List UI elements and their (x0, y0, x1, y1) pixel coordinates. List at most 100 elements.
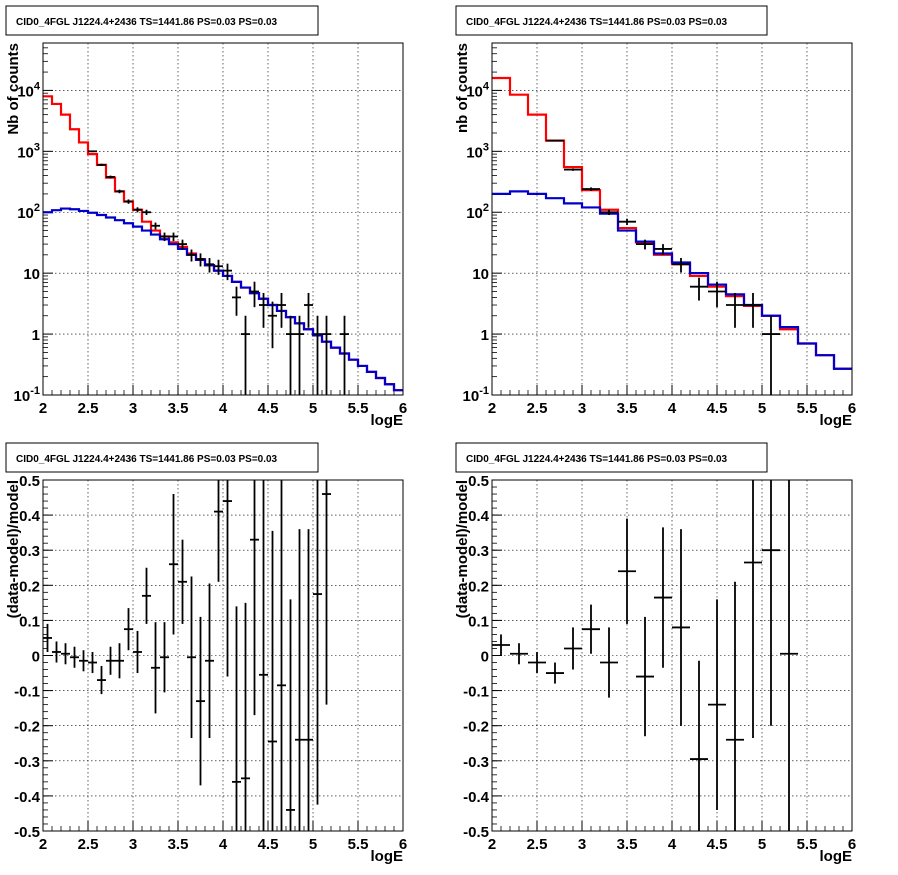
y-tick-label: 104 (17, 80, 41, 100)
data-point (582, 604, 600, 654)
x-axis-label: logE (371, 412, 404, 429)
data-point (259, 480, 268, 831)
x-tick-label: 3.5 (617, 400, 638, 417)
data-point (214, 259, 223, 275)
data-point (133, 630, 142, 674)
data-point (79, 650, 88, 672)
x-tick-label: 3.5 (617, 836, 638, 853)
y-tick-label: -0.3 (14, 754, 40, 771)
y-tick-label: -0.5 (14, 824, 40, 841)
x-tick-label: 6 (848, 836, 856, 853)
x-tick-label: 3 (129, 836, 137, 853)
y-tick-label: 10-1 (463, 385, 489, 405)
data-point (241, 315, 250, 395)
data-point (205, 583, 214, 738)
data-point (510, 643, 528, 665)
data-point (214, 480, 223, 582)
data-point (43, 623, 52, 652)
y-tick-label: 103 (466, 141, 489, 161)
data-point (618, 218, 636, 226)
data-point (187, 576, 196, 738)
y-tick-label: 0.4 (468, 508, 490, 525)
data-point (142, 567, 151, 624)
y-tick-label: 0.3 (19, 543, 40, 560)
data-point (546, 662, 564, 684)
data-point (70, 646, 79, 668)
data-point (106, 175, 115, 179)
data-point (106, 646, 115, 675)
y-axis-label: (data-model)/model (5, 480, 22, 618)
data-point (178, 539, 187, 624)
data-point (205, 257, 214, 273)
data-point (88, 150, 97, 153)
model-source-line (492, 190, 852, 370)
x-tick-label: 2.5 (78, 836, 99, 853)
x-tick-label: 5.5 (348, 400, 369, 417)
data-point (124, 199, 133, 204)
data-point (780, 480, 798, 831)
data-point (142, 209, 151, 216)
data-point (133, 207, 142, 213)
data-point (124, 608, 133, 651)
data-point (178, 239, 187, 250)
data-point (115, 643, 124, 679)
data-point (169, 232, 178, 242)
x-tick-label: 3 (578, 400, 586, 417)
y-tick-label: -0.3 (463, 754, 489, 771)
y-tick-label: -0.5 (463, 824, 489, 841)
x-tick-label: 4.5 (707, 400, 728, 417)
y-axis-label: (data-model)/model (454, 480, 471, 618)
data-point (295, 315, 304, 395)
title-box (5, 5, 319, 36)
y-tick-label: 0 (32, 649, 40, 666)
x-tick-label: 4 (668, 400, 677, 417)
data-point (250, 480, 259, 716)
data-point (600, 627, 618, 698)
y-tick-label: 1 (481, 327, 489, 344)
data-point (151, 622, 160, 714)
x-tick-label: 5 (758, 836, 766, 853)
x-tick-label: 2 (488, 836, 496, 853)
data-point (313, 480, 322, 805)
data-point (187, 249, 196, 262)
chart-panel-3: CID0_4FGL J1224.4+2436 TS=1441.86 PS=0.0… (5, 442, 407, 865)
y-tick-label: -0.4 (14, 789, 41, 806)
title-box (455, 442, 768, 473)
y-tick-label: 102 (466, 202, 489, 222)
plot-frame (491, 42, 853, 396)
y-tick-label: 103 (17, 141, 40, 161)
data-point (528, 651, 546, 674)
data-point (636, 239, 654, 250)
data-point (295, 529, 304, 831)
chart-title: CID0_4FGL J1224.4+2436 TS=1441.86 PS=0.0… (466, 454, 728, 465)
data-point (232, 286, 241, 316)
x-tick-label: 2.5 (527, 836, 548, 853)
data-point (762, 315, 780, 395)
y-tick-label: 0 (481, 649, 489, 666)
data-point (97, 666, 106, 695)
data-point (672, 257, 690, 273)
x-axis-label: logE (820, 412, 853, 429)
data-point (313, 315, 322, 395)
x-axis-label: logE (820, 848, 853, 865)
x-tick-label: 5.5 (348, 836, 369, 853)
data-point (223, 263, 232, 281)
data-point (322, 480, 331, 705)
title-box (5, 442, 319, 473)
chart-panel-4: CID0_4FGL J1224.4+2436 TS=1441.86 PS=0.0… (454, 442, 856, 865)
data-point (61, 643, 70, 665)
y-axis-label: Nb of counts (5, 43, 22, 135)
x-tick-label: 6 (848, 400, 856, 417)
data-point (115, 189, 124, 194)
x-tick-label: 6 (399, 400, 407, 417)
data-point (708, 281, 726, 308)
plot-frame (42, 479, 404, 832)
y-tick-label: 10-1 (14, 385, 40, 405)
x-tick-label: 3 (578, 836, 586, 853)
y-tick-label: 10 (23, 266, 40, 283)
y-tick-label: 0.2 (468, 578, 489, 595)
data-point (304, 529, 313, 831)
data-point (286, 315, 295, 395)
data-point (169, 494, 178, 635)
chart-panel-2: CID0_4FGL J1224.4+2436 TS=1441.86 PS=0.0… (454, 5, 856, 429)
